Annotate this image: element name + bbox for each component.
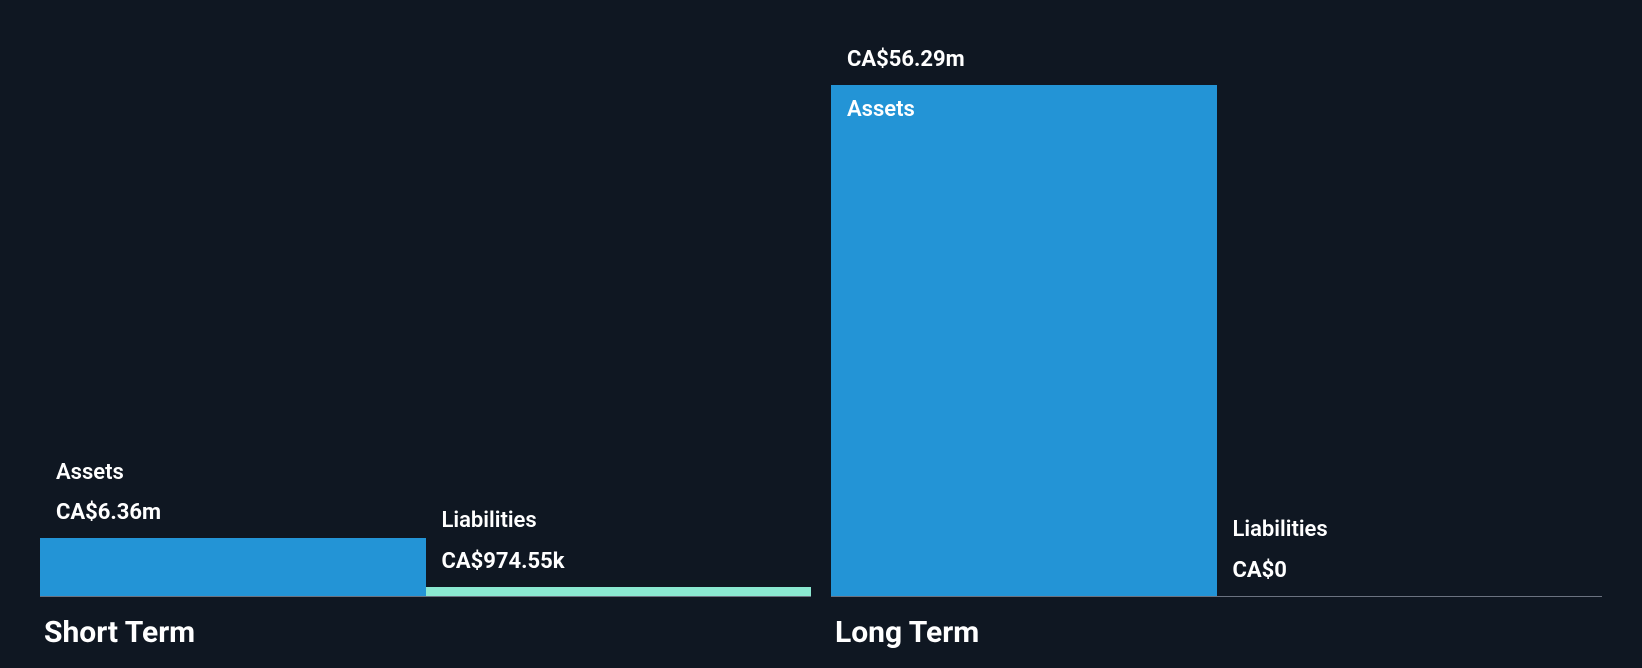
category-label: Liabilities <box>1233 517 1603 543</box>
bar-labels: Liabilities CA$0 <box>1233 517 1603 584</box>
bar-short-liabilities <box>426 587 812 596</box>
value-label: CA$0 <box>1233 558 1603 584</box>
bar-labels: Assets CA$6.36m <box>56 460 426 527</box>
plot-area-short-term: Assets CA$6.36m Liabilities CA$974.55k <box>40 0 811 597</box>
balance-chart: Assets CA$6.36m Liabilities CA$974.55k S… <box>0 0 1642 668</box>
bar-short-assets <box>40 538 426 596</box>
category-label: Assets <box>847 97 915 122</box>
plot-area-long-term: Assets CA$56.29m Liabilities CA$0 <box>831 0 1602 597</box>
bar-labels: Liabilities CA$974.55k <box>442 508 812 575</box>
bar-pair: Assets CA$6.36m Liabilities CA$974.55k <box>40 0 811 596</box>
panel-long-term: Assets CA$56.29m Liabilities CA$0 Long T <box>821 0 1612 668</box>
bar-col-assets: Assets CA$56.29m <box>831 0 1217 596</box>
category-label: Assets <box>56 460 426 486</box>
value-label: CA$56.29m <box>847 47 1217 73</box>
value-label: CA$974.55k <box>442 549 812 575</box>
bar-pair: Assets CA$56.29m Liabilities CA$0 <box>831 0 1602 596</box>
bar-col-assets: Assets CA$6.36m <box>40 0 426 596</box>
category-label: Liabilities <box>442 508 812 534</box>
bar-value-above: CA$56.29m <box>847 47 1217 73</box>
bar-col-liabilities: Liabilities CA$974.55k <box>426 0 812 596</box>
panel-title: Short Term <box>40 597 811 668</box>
bar-labels-inside: Assets <box>847 97 915 136</box>
value-label: CA$6.36m <box>56 500 426 526</box>
bar-long-assets: Assets <box>831 85 1217 596</box>
panel-title: Long Term <box>831 597 1602 668</box>
panel-short-term: Assets CA$6.36m Liabilities CA$974.55k S… <box>30 0 821 668</box>
bar-col-liabilities: Liabilities CA$0 <box>1217 0 1603 596</box>
